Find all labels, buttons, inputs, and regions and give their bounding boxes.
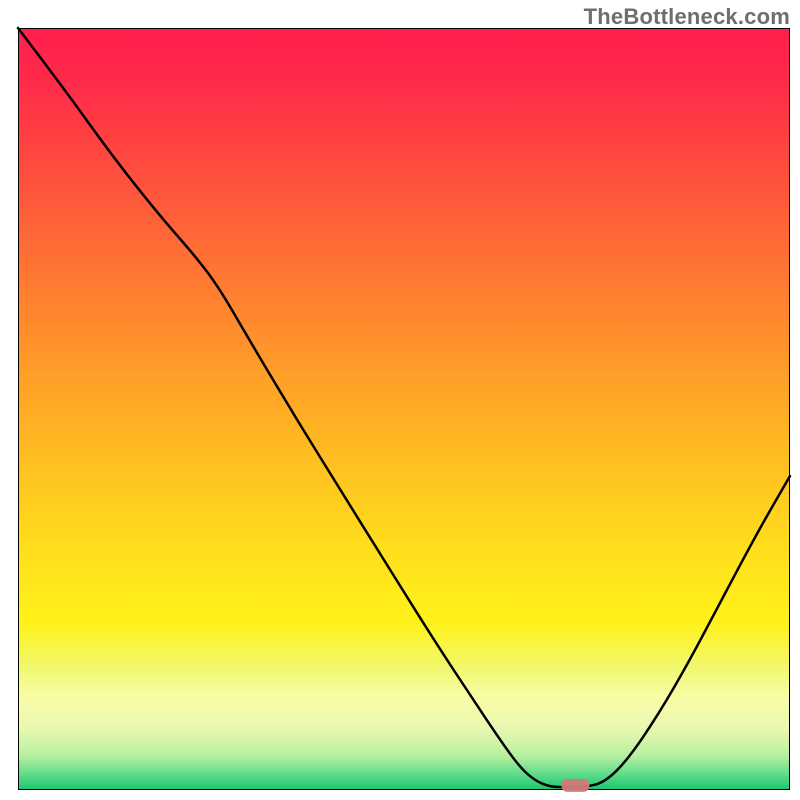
chart-stage: TheBottleneck.com bbox=[0, 0, 800, 800]
chart-background-gradient bbox=[18, 28, 790, 790]
watermark-text: TheBottleneck.com bbox=[584, 4, 790, 30]
